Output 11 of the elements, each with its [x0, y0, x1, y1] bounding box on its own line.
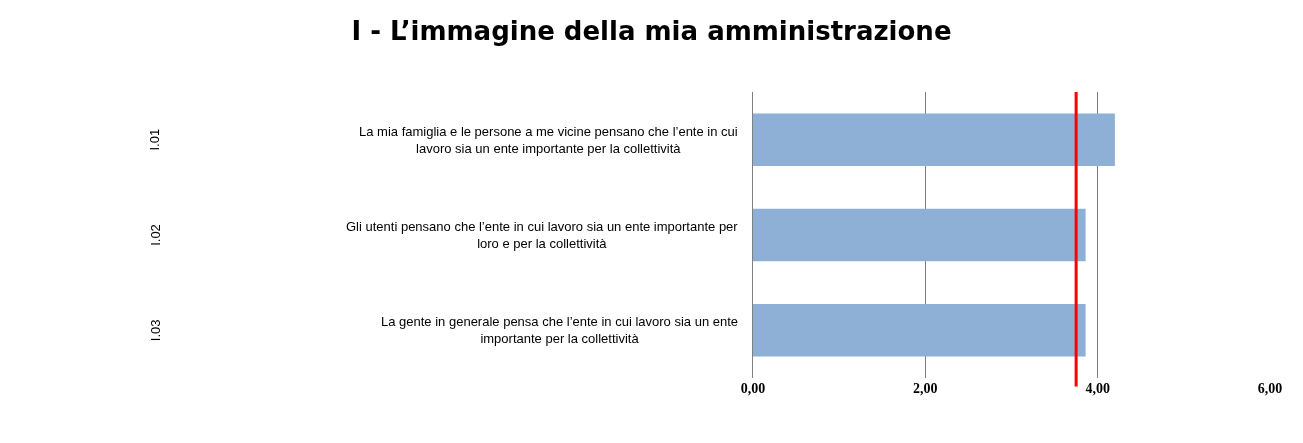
x-tick-label: 2,00 [913, 381, 938, 396]
x-tick-label: 4,00 [1085, 381, 1110, 396]
y-tick-label: La gente in generale pensa che l’ente in cui lavoro sia un ente importante per la collettività [381, 314, 739, 346]
text: I.03 [147, 319, 163, 342]
y-tick-label: Gli utenti pensano che l’ente in cui lavoro sia un ente importante per loro e per la collettività [346, 219, 739, 251]
x-tick-label: 0,00 [740, 381, 766, 396]
chart-title: I - L’immagine della mia amministrazione [351, 16, 952, 47]
y-tick-label: La mia famiglia e le persone a me vicine pensano che l’ente in cui lavoro sia un ente importante per la collettività [359, 124, 738, 156]
text: I.02 [147, 224, 163, 246]
text: I.01 [147, 128, 163, 151]
x-tick-label: 6,00 [1257, 381, 1283, 396]
